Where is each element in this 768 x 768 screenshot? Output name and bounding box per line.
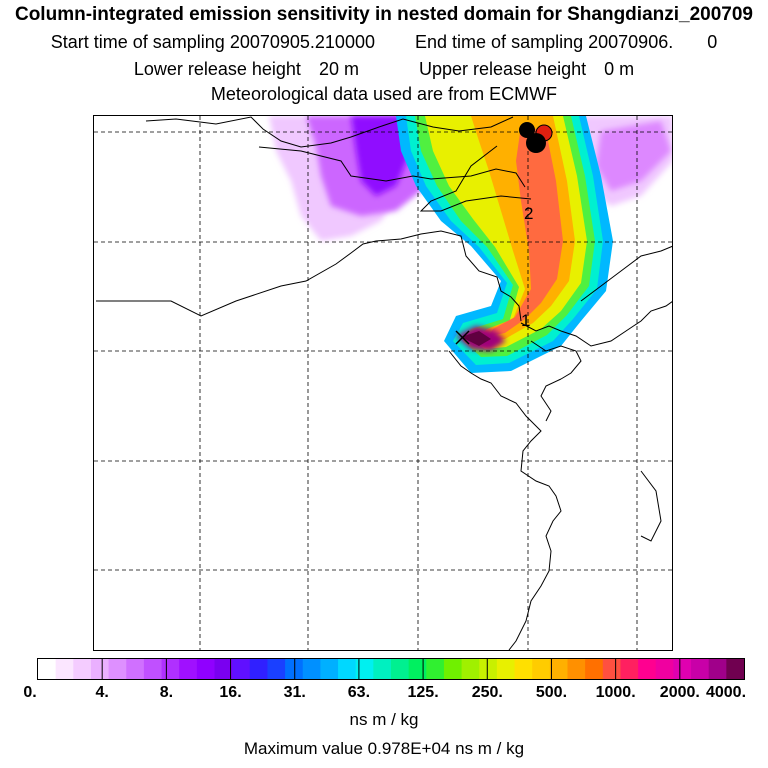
- end-suffix: 0: [707, 32, 718, 52]
- colorbar-swatch: [55, 659, 74, 679]
- black-dot-marker-1: [519, 122, 535, 138]
- coastline-east: [520, 301, 672, 347]
- colorbar-swatch: [214, 659, 233, 679]
- colorbar-tick-label: 4000.: [705, 684, 747, 701]
- colorbar-swatch: [726, 659, 744, 679]
- colorbar-tick-label: 2000.: [659, 684, 700, 701]
- border-line-northeast: [580, 245, 672, 302]
- border-line-inner: [419, 145, 532, 212]
- colorbar-tick-label: 16.: [219, 684, 242, 701]
- sampling-times: Start time of sampling 20070905.210000 E…: [0, 32, 768, 53]
- trajectory-label-2: 2: [524, 204, 533, 223]
- trajectory-markers: 1 2: [455, 122, 553, 345]
- upper-value: 0 m: [604, 59, 635, 79]
- colorbar-tick-label: 1000.: [595, 684, 636, 701]
- colorbar-swatch: [285, 659, 304, 679]
- plume-red-band: [489, 126, 563, 336]
- peninsula-tip: [540, 378, 562, 422]
- colorbar-swatch: [302, 659, 321, 679]
- maximum-value: Maximum value 0.978E+04 ns m / kg: [0, 739, 768, 759]
- colorbar-swatch: [249, 659, 269, 679]
- max-value: 0.978E+04: [367, 739, 451, 758]
- max-units: ns m / kg: [455, 739, 525, 758]
- colorbar-tick-label: 250.: [471, 684, 503, 701]
- border-line-middle: [258, 146, 526, 188]
- colorbar-swatch: [338, 659, 357, 679]
- colorbar-units: ns m / kg: [349, 710, 419, 729]
- map-title: Column-integrated emission sensitivity i…: [14, 4, 753, 25]
- colorbar-swatch: [161, 659, 180, 679]
- end-label: End time of sampling: [415, 32, 584, 52]
- border-line-north: [145, 116, 514, 148]
- colorbar-swatch: [143, 659, 163, 679]
- colorbar-swatch: [443, 659, 463, 679]
- colorbar-swatch: [90, 659, 110, 679]
- coastline-south: [448, 350, 562, 650]
- end-value: 20070906.: [588, 32, 674, 52]
- colorbar-swatch: [691, 659, 710, 679]
- map-panel: 1 2: [93, 115, 673, 651]
- colorbar-tick-label: 500.: [535, 684, 568, 701]
- colorbar-swatch: [196, 659, 216, 679]
- colorbar-swatch: [73, 659, 92, 679]
- colorbar-swatch: [373, 659, 392, 679]
- release-cross-b: [455, 330, 470, 345]
- island-outline: [640, 470, 662, 542]
- map-canvas: 1 2: [94, 116, 672, 650]
- colorbar-swatch: [126, 659, 145, 679]
- colorbar-swatch: [38, 659, 57, 679]
- coastline-bay-north: [96, 230, 522, 322]
- colorbar-swatch: [532, 659, 551, 679]
- black-dot-marker-2: [526, 133, 546, 153]
- colorbar-swatch: [708, 659, 727, 679]
- colorbar-swatch: [408, 659, 427, 679]
- colorbar-tick-label: 4.: [95, 684, 109, 701]
- colorbar-swatch: [620, 659, 639, 679]
- colorbar-swatch: [320, 659, 339, 679]
- grid-lines: [94, 116, 672, 650]
- plume-max-center: [461, 331, 491, 346]
- colorbar-swatch: [602, 659, 622, 679]
- max-label: Maximum value: [243, 739, 363, 758]
- colorbar-swatch: [426, 659, 445, 679]
- colorbar-swatch: [179, 659, 198, 679]
- release-heights: Lower release height 20 m Upper release …: [0, 59, 768, 80]
- colorbar-swatch: [655, 659, 674, 679]
- sensitivity-plume: [269, 116, 672, 373]
- met-data-source: Meteorological data used are from ECMWF: [210, 84, 558, 104]
- colorbar-swatch: [585, 659, 604, 679]
- trajectory-label-1: 1: [521, 311, 530, 330]
- colorbar-tick-label: 0.: [23, 684, 37, 701]
- colorbar-swatch: [479, 659, 498, 679]
- start-label: Start time of sampling: [50, 32, 225, 52]
- colorbar-tick-label: 63.: [347, 684, 371, 701]
- colorbar-swatch: [496, 659, 516, 679]
- colorbar-swatch: [232, 659, 251, 679]
- colorbar-swatch: [673, 659, 692, 679]
- colorbar-swatch: [391, 659, 410, 679]
- colorbar-swatch: [638, 659, 657, 679]
- colorbar-swatch: [514, 659, 533, 679]
- colorbar: [37, 658, 745, 680]
- lower-value: 20 m: [318, 59, 359, 79]
- plume-purple-right: [596, 121, 671, 191]
- colorbar-swatch: [567, 659, 586, 679]
- start-value: 20070905.210000: [229, 32, 375, 52]
- colorbar-tick-label: 31.: [283, 684, 306, 701]
- colorbar-tick-label: 125.: [407, 684, 439, 701]
- colorbar-swatch: [549, 659, 569, 679]
- colorbar-swatches: [38, 659, 744, 679]
- colorbar-ticks: 0. 4. 8. 16. 31. 63. 125. 250. 500. 1000. 2000. 400…: [0, 684, 768, 704]
- colorbar-swatch: [267, 659, 286, 679]
- upper-label: Upper release height: [419, 59, 587, 79]
- colorbar-tick-label: 8.: [159, 684, 174, 701]
- lower-label: Lower release height: [133, 59, 301, 79]
- colorbar-swatch: [461, 659, 480, 679]
- colorbar-swatch: [355, 659, 374, 679]
- colorbar-swatch: [108, 659, 127, 679]
